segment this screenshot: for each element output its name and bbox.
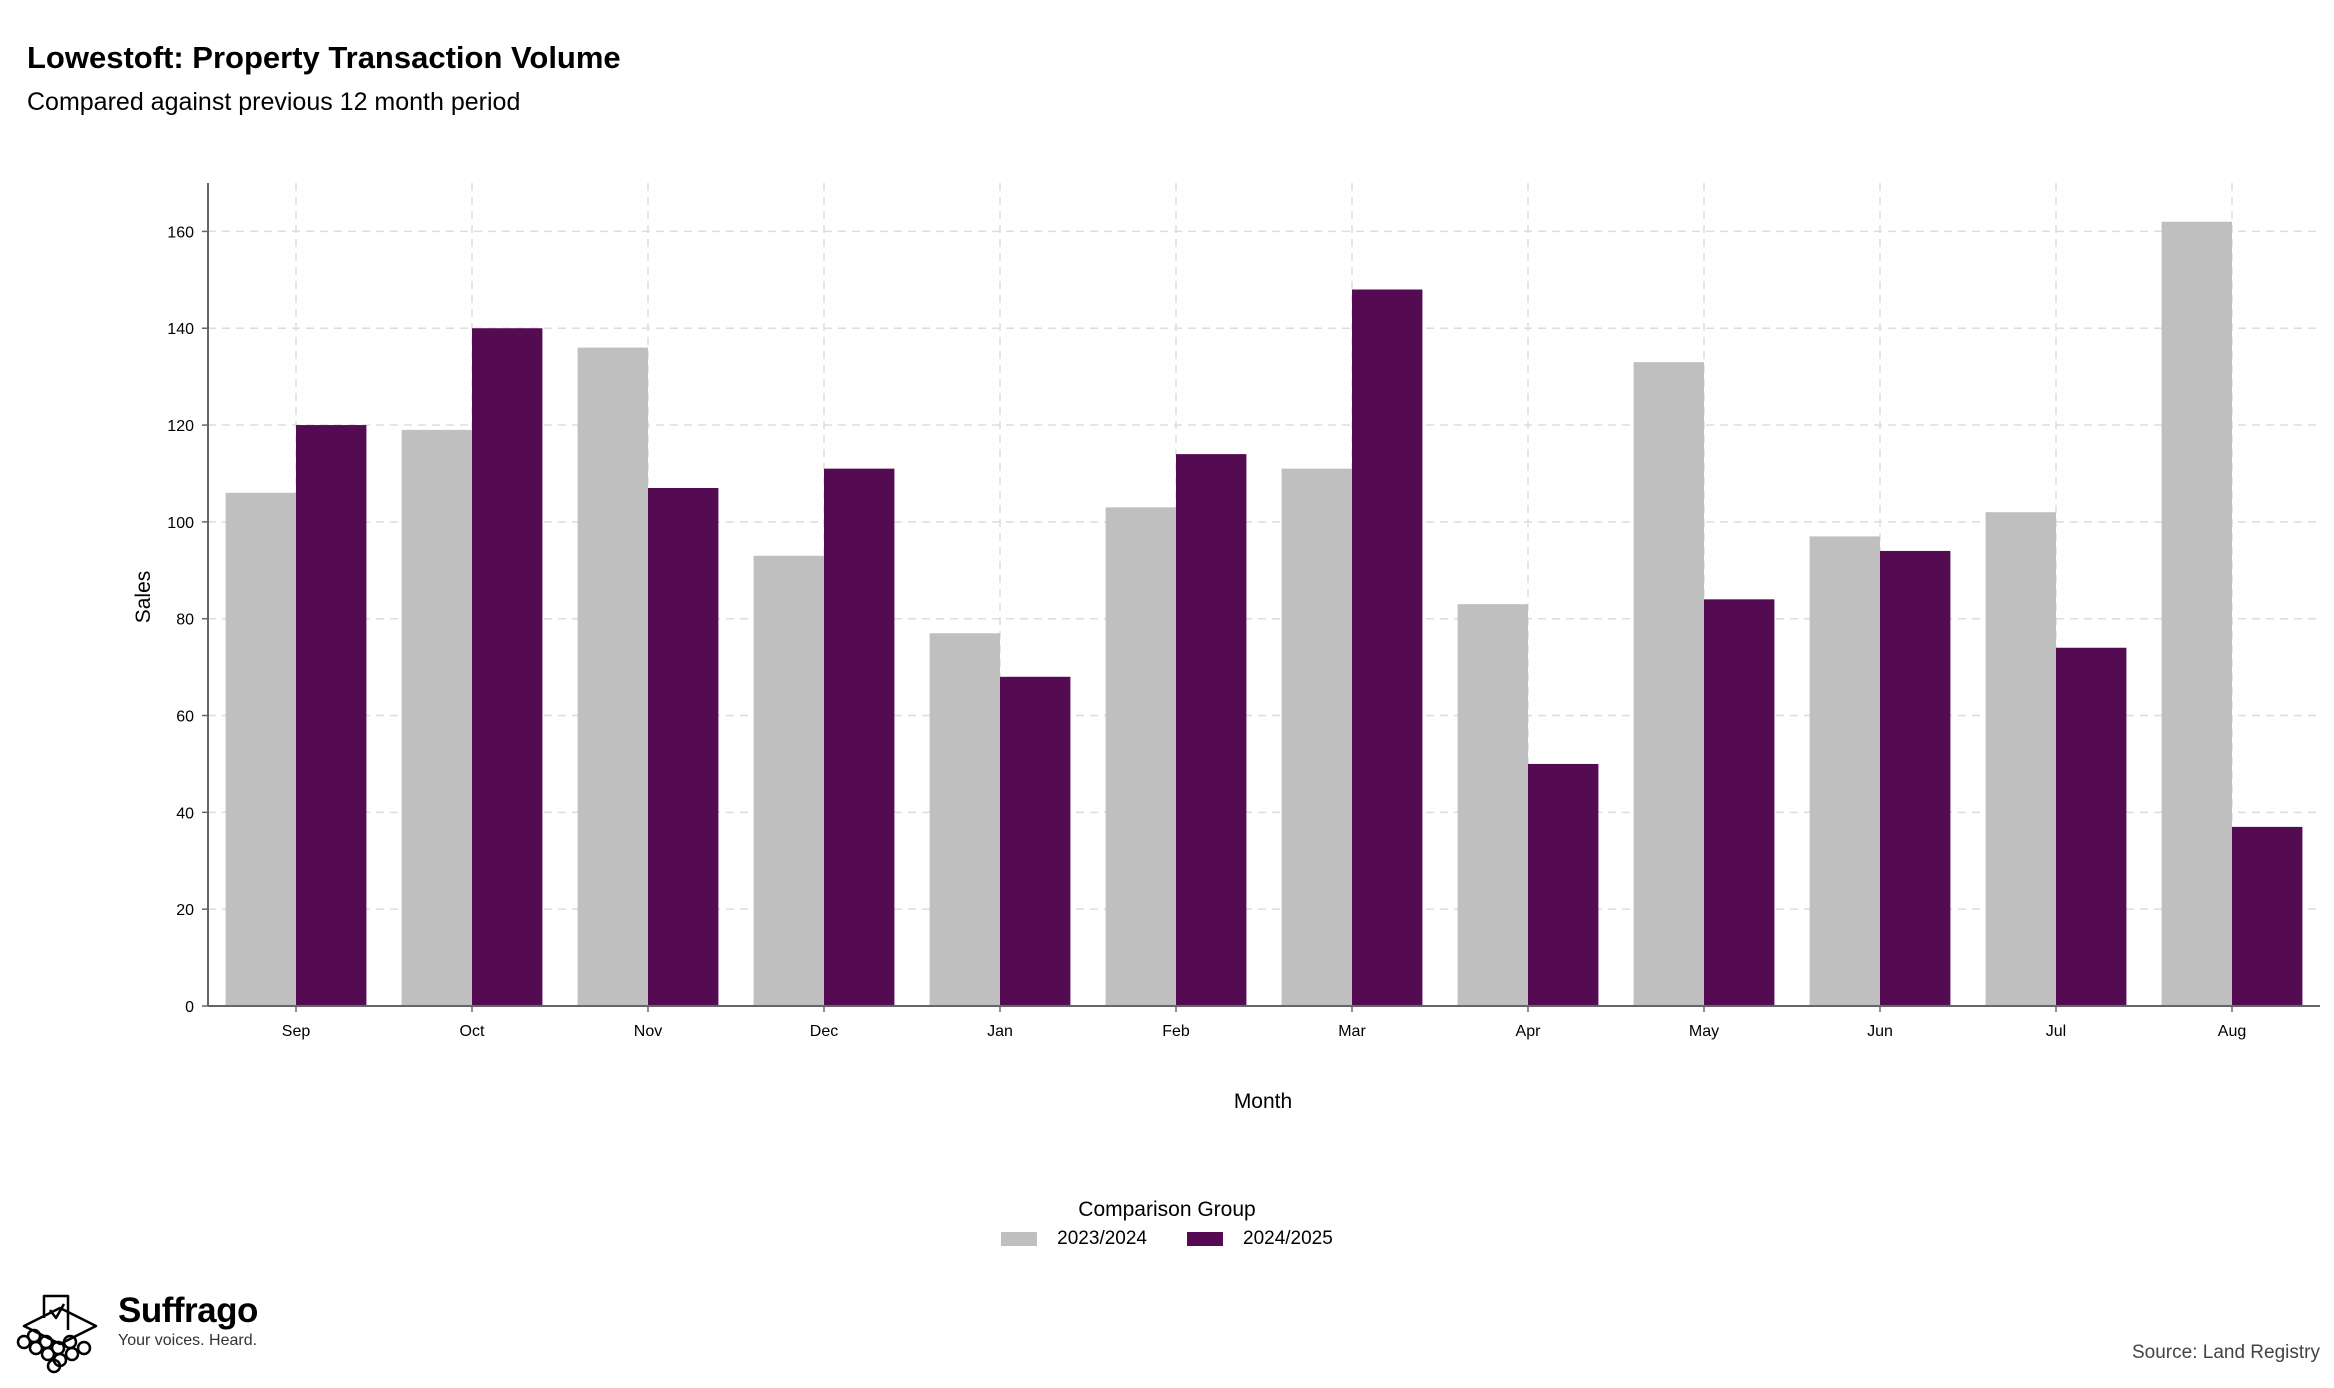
legend-label-2024-2025: 2024/2025 <box>1243 1228 1333 1249</box>
bars-layer <box>225 221 2303 1007</box>
bar-2023-2024-apr <box>1457 604 1528 1006</box>
legend-swatch-2024-2025 <box>1187 1232 1223 1246</box>
bar-2023-2024-oct <box>401 429 472 1006</box>
y-tick-label: 0 <box>185 999 194 1016</box>
x-tick-label: Mar <box>1338 1023 1366 1040</box>
bar-2024-2025-jan <box>1000 676 1071 1006</box>
bar-2024-2025-jun <box>1880 550 1951 1006</box>
brand-text: Suffrago Your voices. Heard. <box>118 1292 258 1350</box>
legend-item-2023-2024: 2023/2024 <box>1001 1228 1147 1250</box>
bar-chart: 0 20 40 60 80 100 120 140 160 Sep Oct Nov Dec Jan Feb M… <box>132 183 2320 1113</box>
brand-tagline: Your voices. Heard. <box>118 1332 258 1349</box>
y-tick-label: 40 <box>176 805 194 822</box>
bar-2023-2024-may <box>1633 362 1704 1006</box>
y-tick-label: 80 <box>176 612 194 629</box>
x-axis-title: Month <box>1234 1090 1292 1113</box>
bar-2023-2024-dec <box>753 555 824 1006</box>
x-tick-label: Sep <box>282 1023 311 1040</box>
x-tick-label: Oct <box>460 1023 485 1040</box>
brand-logo: Suffrago Your voices. Heard. <box>14 1292 258 1374</box>
bar-2024-2025-sep <box>296 425 367 1006</box>
bar-2024-2025-jul <box>2056 647 2127 1006</box>
source-note: Source: Land Registry <box>2132 1342 2320 1363</box>
x-tick-label: May <box>1689 1023 1719 1040</box>
bar-2023-2024-feb <box>1105 507 1176 1006</box>
x-tick-label: Nov <box>634 1023 662 1040</box>
x-tick-label: Jun <box>1867 1023 1893 1040</box>
bar-2023-2024-nov <box>577 347 648 1007</box>
legend-item-2024-2025: 2024/2025 <box>1187 1228 1333 1250</box>
x-tick-label: Jan <box>987 1023 1013 1040</box>
x-tick-label: Feb <box>1162 1023 1190 1040</box>
bar-2024-2025-nov <box>648 487 719 1006</box>
bar-2023-2024-mar <box>1281 468 1352 1007</box>
ballot-box-icon <box>16 1294 98 1374</box>
brand-name: Suffrago <box>118 1291 258 1330</box>
y-tick-label: 20 <box>176 902 194 919</box>
bar-2024-2025-oct <box>472 328 543 1006</box>
bar-2024-2025-apr <box>1528 763 1599 1006</box>
bar-2024-2025-aug <box>2232 826 2303 1006</box>
legend-items: 2023/2024 2024/2025 <box>0 1228 2334 1250</box>
bar-2023-2024-aug <box>2161 221 2232 1006</box>
legend-label-2023-2024: 2023/2024 <box>1057 1228 1147 1249</box>
x-tick-label: Apr <box>1516 1023 1542 1040</box>
legend-swatch-2023-2024 <box>1001 1232 1038 1246</box>
axis-layer: 0 20 40 60 80 100 120 140 160 Sep Oct Nov Dec Jan Feb M… <box>167 183 2320 1040</box>
bar-2024-2025-dec <box>824 468 895 1007</box>
y-tick-label: 100 <box>167 515 194 532</box>
y-tick-label: 160 <box>167 224 194 241</box>
y-tick-label: 120 <box>167 418 194 435</box>
x-tick-label: Aug <box>2218 1023 2246 1040</box>
legend: Comparison Group 2023/2024 2024/2025 <box>0 1198 2334 1250</box>
bar-2024-2025-feb <box>1176 454 1247 1006</box>
x-tick-label: Dec <box>810 1023 838 1040</box>
bar-2023-2024-jun <box>1809 536 1880 1006</box>
bar-2024-2025-may <box>1704 599 1775 1006</box>
x-tick-label: Jul <box>2046 1023 2066 1040</box>
bar-2023-2024-sep <box>225 492 296 1006</box>
chart-subtitle: Compared against previous 12 month perio… <box>27 88 521 116</box>
bar-2024-2025-mar <box>1352 289 1423 1007</box>
bar-2023-2024-jul <box>1985 512 2056 1006</box>
y-tick-label: 60 <box>176 709 194 726</box>
legend-title: Comparison Group <box>1078 1198 1256 1221</box>
y-tick-label: 140 <box>167 321 194 338</box>
bar-2023-2024-jan <box>929 633 1000 1006</box>
chart-title: Lowestoft: Property Transaction Volume <box>27 40 621 75</box>
y-axis-title: Sales <box>132 571 155 624</box>
